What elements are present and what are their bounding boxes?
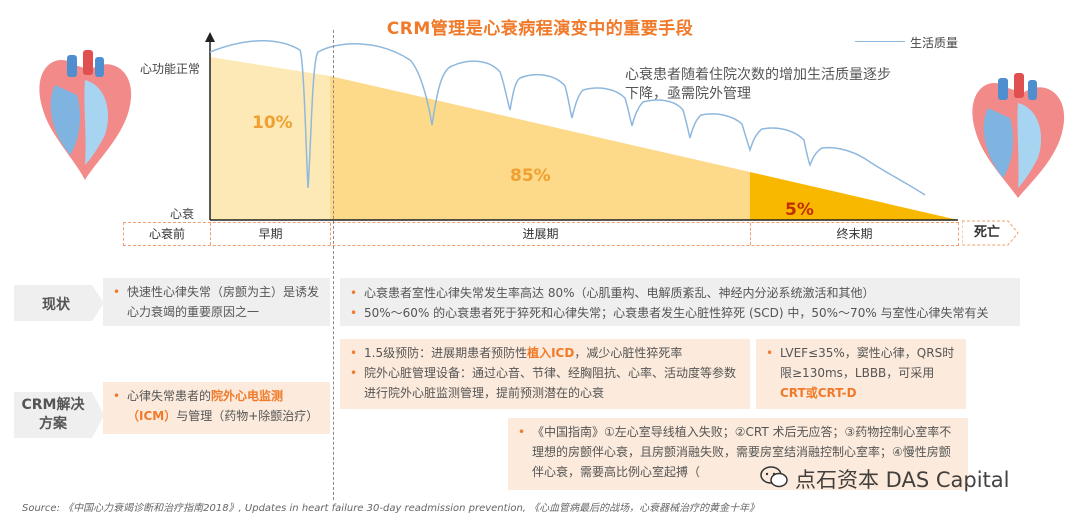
stage-progression: 进展期 (331, 223, 751, 245)
solution-left-text: 心律失常患者的 (127, 389, 212, 403)
solution-left-text-2: 与管理（药物+除颤治疗） (176, 409, 319, 423)
status-left-item: 快速性心律失常（房颤为主）是诱发心力衰竭的重要原因之一 (113, 282, 320, 322)
solution-right-box: LVEF≤35%，窦性心律，QRS时限≥130ms，LBBB，可采用 CRT或CR… (756, 339, 966, 409)
status-right-box: 心衰患者室性心律失常发生率高达 80%（心肌重构、电解质紊乱、神经内分泌系统激活… (340, 278, 1020, 326)
wechat-icon (760, 466, 788, 488)
status-right-item-2: 50%～60% 的心衰患者死于猝死和心律失常；心衰患者发生心脏性猝死 (SCD)… (350, 303, 1010, 323)
solution-bottom-item: 《中国指南》①左心室导线植入失败；②CRT 术后无应答；③药物控制心室率不理想的… (518, 422, 958, 482)
status-left-box: 快速性心律失常（房颤为主）是诱发心力衰竭的重要原因之一 (103, 278, 330, 326)
solution-mid-text-2: ，减少心脏性猝死率 (574, 346, 683, 360)
solution-mid-text: 1.5级预防：进展期患者预防性 (364, 346, 528, 360)
status-row-label: 现状 (42, 297, 70, 313)
status-row-tag: 现状 (14, 285, 104, 321)
chart-title: CRM管理是心衰病程演变中的重要手段 (386, 19, 694, 39)
curve-annotation: 心衰患者随着住院次数的增加生活质量逐步下降，亟需院外管理 (625, 67, 891, 102)
segment-end-percent: 5% (785, 200, 814, 220)
solution-right-text: LVEF≤35%，窦性心律，QRS时限≥130ms，LBBB，可采用 (780, 346, 955, 380)
segment-early-percent: 10% (252, 113, 293, 133)
heart-icon-right (972, 73, 1065, 198)
death-marker: 死亡 (962, 218, 1022, 248)
solution-mid-box: 1.5级预防：进展期患者预防性植入ICD，减少心脏性猝死率 院外心脏管理设备：通… (340, 339, 750, 409)
segment-early-area (210, 57, 330, 220)
heart-icon-left (39, 50, 132, 181)
segment-progression-percent: 85% (510, 166, 551, 186)
stage-end: 终末期 (836, 227, 873, 241)
solution-bottom-box: 《中国指南》①左心室导线植入失败；②CRT 术后无应答；③药物控制心室率不理想的… (508, 418, 968, 490)
death-label: 死亡 (973, 225, 1000, 240)
solution-right-item: LVEF≤35%，窦性心律，QRS时限≥130ms，LBBB，可采用 CRT或CR… (766, 343, 956, 403)
solution-left-box: 心律失常患者的院外心电监测（ICM）与管理（药物+除颤治疗） (103, 382, 330, 434)
solution-mid-item-2: 院外心脏管理设备：通过心音、节律、经胸阻抗、心率、活动度等参数进行院外心脏监测管… (350, 363, 740, 403)
solution-right-highlight: CRT或CRT-D (780, 386, 857, 400)
y-axis-bottom-label: 心衰 (170, 207, 195, 221)
disease-progression-diagram (39, 32, 1065, 221)
stage-early: 早期 (211, 223, 331, 245)
section-divider (333, 30, 334, 500)
solution-mid-highlight: 植入ICD (527, 346, 575, 360)
solution-row-label: CRM解决方案 (21, 397, 85, 432)
legend-line-swatch (855, 41, 905, 42)
stage-bar: 心衰前 早期 进展期 终末期 (123, 222, 959, 246)
source-note: Source: 《中国心力衰竭诊断和治疗指南2018》, Updates in … (22, 503, 760, 514)
solution-mid-item-1: 1.5级预防：进展期患者预防性植入ICD，减少心脏性猝死率 (350, 343, 740, 363)
solution-left-highlight: 院外心电监测（ICM） (127, 389, 284, 423)
stage-pre-hf: 心衰前 (124, 223, 211, 245)
solution-row-tag: CRM解决方案 (14, 392, 104, 438)
y-axis-top-label: 心功能正常 (140, 62, 201, 76)
legend-label: 生活质量 (910, 36, 959, 50)
y-axis-arrow (205, 32, 215, 42)
segment-end-stage-area (750, 172, 958, 220)
watermark: 点石资本 DAS Capital (795, 468, 1010, 492)
solution-left-item: 心律失常患者的院外心电监测（ICM）与管理（药物+除颤治疗） (113, 386, 320, 426)
segment-progression-area (330, 76, 750, 220)
status-right-item-1: 心衰患者室性心律失常发生率高达 80%（心肌重构、电解质紊乱、神经内分泌系统激活… (350, 283, 1010, 303)
quality-of-life-curve (209, 40, 926, 196)
